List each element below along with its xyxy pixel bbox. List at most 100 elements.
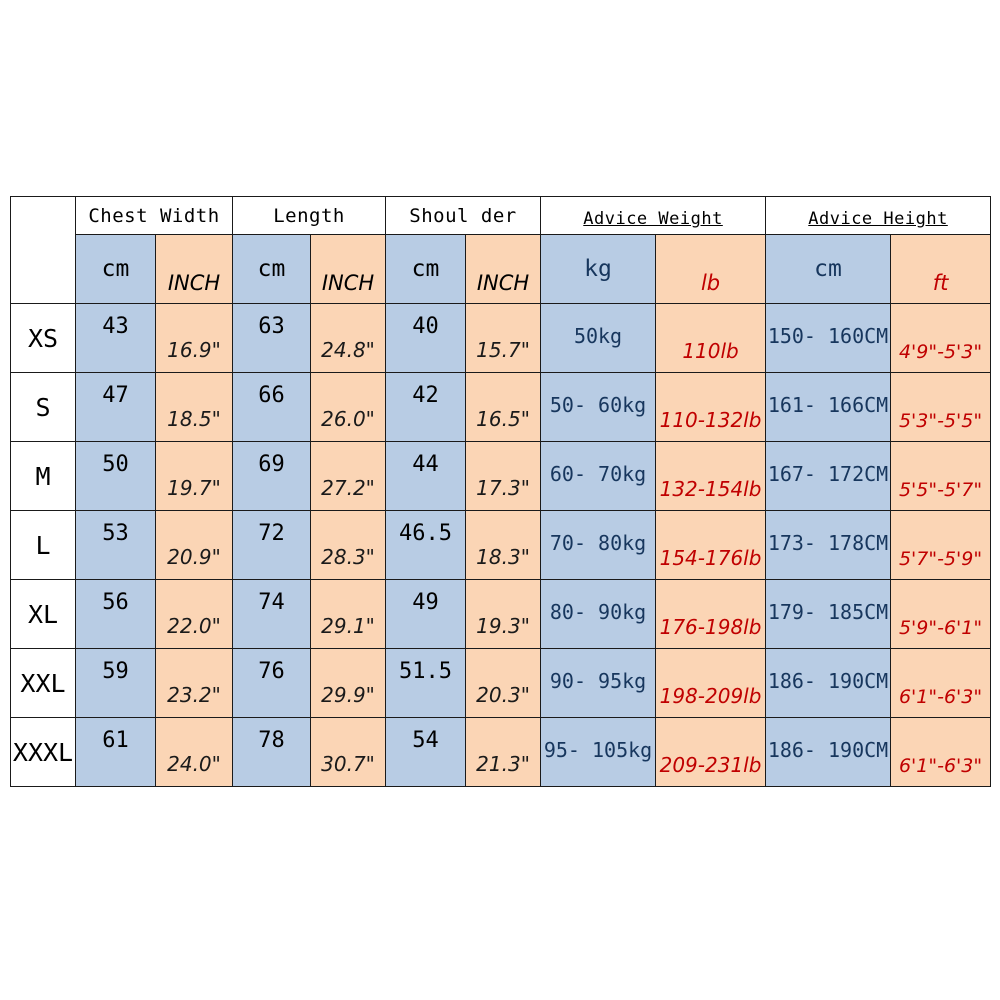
shoulder-inch-value: 17.3" bbox=[465, 441, 542, 511]
weight-kg-value: 60- 70kg bbox=[540, 441, 657, 511]
corner-cell bbox=[10, 196, 76, 304]
shoulder-cm-value: 40 bbox=[385, 303, 467, 373]
height-cm-value: 186- 190CM bbox=[765, 648, 892, 718]
chest-inch-value: 18.5" bbox=[155, 372, 233, 442]
shoulder-cm-value: 49 bbox=[385, 579, 467, 649]
length-cm-value: 76 bbox=[232, 648, 311, 718]
length-inch-value: 30.7" bbox=[309, 717, 387, 787]
weight-lb-value: 198-209lb bbox=[655, 648, 767, 718]
length-inch-value: 28.3" bbox=[309, 510, 387, 580]
unit-header-row: cm INCH cm INCH cm INCH kg lb cm ft bbox=[11, 234, 992, 304]
size-label: L bbox=[10, 510, 76, 580]
weight-lb-value: 110-132lb bbox=[655, 372, 767, 442]
weight-lb-value: 110lb bbox=[655, 303, 767, 373]
length-inch-value: 29.1" bbox=[309, 579, 387, 649]
chest-cm-value: 47 bbox=[75, 372, 156, 442]
chest-cm-value: 43 bbox=[75, 303, 156, 373]
height-ft-value: 5'9"-6'1" bbox=[890, 579, 992, 649]
chest-inch-value: 24.0" bbox=[155, 717, 233, 787]
shoulder-inch-value: 16.5" bbox=[465, 372, 542, 442]
length-inch-value: 27.2" bbox=[309, 441, 387, 511]
group-header-row: Chest Width Length Shoul der Advice Weig… bbox=[10, 196, 992, 304]
length-cm-value: 72 bbox=[232, 510, 311, 580]
height-ft-value: 5'3"-5'5" bbox=[890, 372, 992, 442]
group-advice-height: Advice Height bbox=[765, 196, 992, 235]
height-ft-value: 5'7"-5'9" bbox=[890, 510, 992, 580]
chest-cm-value: 59 bbox=[75, 648, 156, 718]
size-row-xs: XS 43 16.9" 63 24.8" 40 15.7" 50kg 110lb… bbox=[10, 303, 992, 373]
shoulder-cm-value: 42 bbox=[385, 372, 467, 442]
weight-lb-value: 209-231lb bbox=[655, 717, 767, 787]
weight-kg-value: 95- 105kg bbox=[540, 717, 657, 787]
chest-cm-value: 61 bbox=[75, 717, 156, 787]
shoulder-cm-value: 54 bbox=[385, 717, 467, 787]
size-row-xl: XL 56 22.0" 74 29.1" 49 19.3" 80- 90kg 1… bbox=[10, 579, 992, 649]
size-chart-table: Chest Width Length Shoul der Advice Weig… bbox=[10, 196, 992, 787]
shoulder-cm-value: 46.5 bbox=[385, 510, 467, 580]
weight-kg-value: 70- 80kg bbox=[540, 510, 657, 580]
shoulder-cm-value: 44 bbox=[385, 441, 467, 511]
height-ft-value: 5'5"-5'7" bbox=[890, 441, 992, 511]
height-cm-value: 179- 185CM bbox=[765, 579, 892, 649]
chest-cm-value: 53 bbox=[75, 510, 156, 580]
size-label: XXXL bbox=[10, 717, 76, 787]
group-length: Length bbox=[231, 196, 387, 235]
height-cm-value: 186- 190CM bbox=[765, 717, 892, 787]
height-cm-value: 161- 166CM bbox=[765, 372, 892, 442]
shoulder-inch-value: 15.7" bbox=[465, 303, 542, 373]
unit-weight-kg: kg bbox=[540, 234, 657, 304]
length-inch-value: 26.0" bbox=[309, 372, 387, 442]
length-inch-value: 29.9" bbox=[309, 648, 387, 718]
size-label: S bbox=[10, 372, 76, 442]
size-row-xxl: XXL 59 23.2" 76 29.9" 51.5 20.3" 90- 95k… bbox=[10, 648, 992, 718]
unit-weight-lb: lb bbox=[655, 234, 767, 304]
height-cm-value: 150- 160CM bbox=[765, 303, 892, 373]
size-row-m: M 50 19.7" 69 27.2" 44 17.3" 60- 70kg 13… bbox=[10, 441, 992, 511]
group-shoulder: Shoul der bbox=[385, 196, 542, 235]
length-cm-value: 63 bbox=[232, 303, 311, 373]
weight-kg-value: 50kg bbox=[540, 303, 657, 373]
unit-shoulder-inch: INCH bbox=[465, 234, 542, 304]
shoulder-inch-value: 18.3" bbox=[465, 510, 542, 580]
unit-length-inch: INCH bbox=[309, 234, 387, 304]
unit-chest-inch: INCH bbox=[155, 234, 233, 304]
chest-inch-value: 22.0" bbox=[155, 579, 233, 649]
length-cm-value: 74 bbox=[232, 579, 311, 649]
shoulder-cm-value: 51.5 bbox=[385, 648, 467, 718]
length-inch-value: 24.8" bbox=[309, 303, 387, 373]
length-cm-value: 69 bbox=[232, 441, 311, 511]
weight-lb-value: 176-198lb bbox=[655, 579, 767, 649]
shoulder-inch-value: 19.3" bbox=[465, 579, 542, 649]
size-label: XXL bbox=[10, 648, 76, 718]
size-label: M bbox=[10, 441, 76, 511]
chest-inch-value: 19.7" bbox=[155, 441, 233, 511]
chest-inch-value: 23.2" bbox=[155, 648, 233, 718]
unit-shoulder-cm: cm bbox=[385, 234, 467, 304]
weight-kg-value: 90- 95kg bbox=[540, 648, 657, 718]
weight-lb-value: 154-176lb bbox=[655, 510, 767, 580]
size-label: XL bbox=[10, 579, 76, 649]
size-label: XS bbox=[10, 303, 76, 373]
chest-inch-value: 16.9" bbox=[155, 303, 233, 373]
weight-kg-value: 80- 90kg bbox=[540, 579, 657, 649]
height-cm-value: 173- 178CM bbox=[765, 510, 892, 580]
unit-length-cm: cm bbox=[232, 234, 311, 304]
height-ft-value: 6'1"-6'3" bbox=[890, 717, 992, 787]
chest-cm-value: 50 bbox=[75, 441, 156, 511]
size-row-s: S 47 18.5" 66 26.0" 42 16.5" 50- 60kg 11… bbox=[10, 372, 992, 442]
weight-kg-value: 50- 60kg bbox=[540, 372, 657, 442]
shoulder-inch-value: 20.3" bbox=[465, 648, 542, 718]
chest-cm-value: 56 bbox=[75, 579, 156, 649]
length-cm-value: 78 bbox=[232, 717, 311, 787]
shoulder-inch-value: 21.3" bbox=[465, 717, 542, 787]
size-row-xxxl: XXXL 61 24.0" 78 30.7" 54 21.3" 95- 105k… bbox=[10, 717, 992, 787]
length-cm-value: 66 bbox=[232, 372, 311, 442]
height-ft-value: 6'1"-6'3" bbox=[890, 648, 992, 718]
height-cm-value: 167- 172CM bbox=[765, 441, 892, 511]
chest-inch-value: 20.9" bbox=[155, 510, 233, 580]
size-row-l: L 53 20.9" 72 28.3" 46.5 18.3" 70- 80kg … bbox=[10, 510, 992, 580]
weight-lb-value: 132-154lb bbox=[655, 441, 767, 511]
unit-height-ft: ft bbox=[890, 234, 992, 304]
unit-chest-cm: cm bbox=[75, 234, 156, 304]
group-chest-width: Chest Width bbox=[75, 196, 233, 235]
